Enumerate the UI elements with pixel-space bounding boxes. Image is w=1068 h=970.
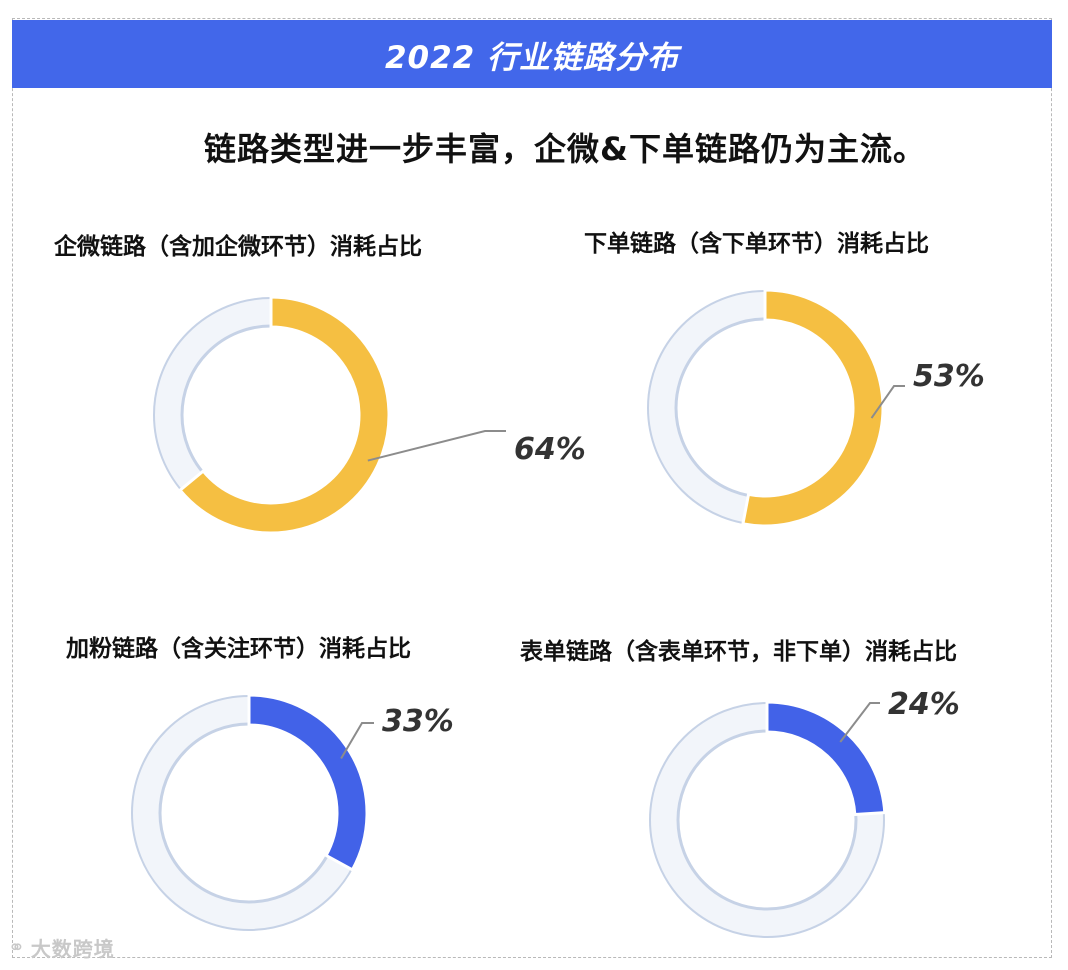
value-label: 64% <box>514 432 586 467</box>
value-label: 53% <box>913 359 985 394</box>
chart-title-wecom: 企微链路（含加企微环节）消耗占比 <box>54 234 422 260</box>
page-frame <box>12 18 1052 958</box>
header-banner: 2022 行业链路分布 <box>12 20 1052 88</box>
value-arc <box>177 295 391 535</box>
donut-chart-order: 53% <box>647 288 985 528</box>
page-title: 2022 行业链路分布 <box>384 39 680 76</box>
value-label: 24% <box>888 687 960 722</box>
chart-title-order: 下单链路（含下单环节）消耗占比 <box>584 231 929 257</box>
value-label: 33% <box>382 704 454 739</box>
value-arc <box>247 693 369 872</box>
page-subtitle: 链路类型进一步丰富，企微&下单链路仍为主流。 <box>204 130 926 168</box>
value-arc <box>741 288 885 528</box>
value-arc <box>765 700 887 817</box>
watermark-text: 大数跨境 <box>30 936 115 961</box>
donut-chart-form: 24% <box>649 687 960 938</box>
leader-line <box>340 722 374 760</box>
chart-title-follow: 加粉链路（含关注环节）消耗占比 <box>66 636 411 662</box>
leader-line <box>367 430 506 462</box>
leader-line <box>870 385 905 419</box>
leader-line <box>839 702 880 743</box>
watermark: ⚭ 大数跨境 <box>8 932 115 962</box>
logo-icon: ⚭ <box>8 935 25 959</box>
donut-chart-wecom: 64% <box>153 295 586 535</box>
donut-chart-follow: 33% <box>131 693 454 931</box>
chart-title-form: 表单链路（含表单环节，非下单）消耗占比 <box>520 639 957 665</box>
